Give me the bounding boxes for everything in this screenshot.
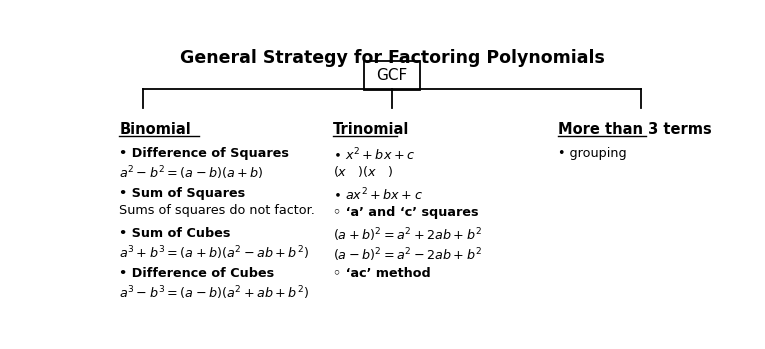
Text: ◦ ‘a’ and ‘c’ squares: ◦ ‘a’ and ‘c’ squares <box>333 206 478 219</box>
Text: $(a+b)^2=a^2+2ab+b^2$: $(a+b)^2=a^2+2ab+b^2$ <box>333 227 482 244</box>
Text: $(a-b)^2=a^2-2ab+b^2$: $(a-b)^2=a^2-2ab+b^2$ <box>333 246 482 264</box>
Text: $\bullet\ x^2+bx+c$: $\bullet\ x^2+bx+c$ <box>333 147 415 163</box>
Text: $\bullet\ ax^2+bx+c$: $\bullet\ ax^2+bx+c$ <box>333 187 422 203</box>
Text: • Difference of Cubes: • Difference of Cubes <box>119 267 275 280</box>
Text: • Sum of Cubes: • Sum of Cubes <box>119 227 231 240</box>
Text: More than 3 terms: More than 3 terms <box>558 122 711 138</box>
FancyBboxPatch shape <box>364 61 420 90</box>
Text: Trinomial: Trinomial <box>333 122 409 138</box>
Text: • grouping: • grouping <box>558 147 627 160</box>
Text: $a^3-b^3=(a-b)(a^2+ab+b^2)$: $a^3-b^3=(a-b)(a^2+ab+b^2)$ <box>119 284 309 302</box>
Text: $a^2-b^2=(a-b)(a+b)$: $a^2-b^2=(a-b)(a+b)$ <box>119 164 264 182</box>
Text: $a^3+b^3=(a+b)(a^2-ab+b^2)$: $a^3+b^3=(a+b)(a^2-ab+b^2)$ <box>119 244 309 261</box>
Text: ◦ ‘ac’ method: ◦ ‘ac’ method <box>333 267 431 280</box>
Text: Binomial: Binomial <box>119 122 191 138</box>
Text: • Sum of Squares: • Sum of Squares <box>119 187 246 200</box>
Text: • Difference of Squares: • Difference of Squares <box>119 147 289 160</box>
Text: GCF: GCF <box>376 68 408 83</box>
Text: $(x\ \ \ )(x\ \ \ )$: $(x\ \ \ )(x\ \ \ )$ <box>333 164 393 179</box>
Text: General Strategy for Factoring Polynomials: General Strategy for Factoring Polynomia… <box>180 49 604 67</box>
Text: Sums of squares do not factor.: Sums of squares do not factor. <box>119 204 315 217</box>
